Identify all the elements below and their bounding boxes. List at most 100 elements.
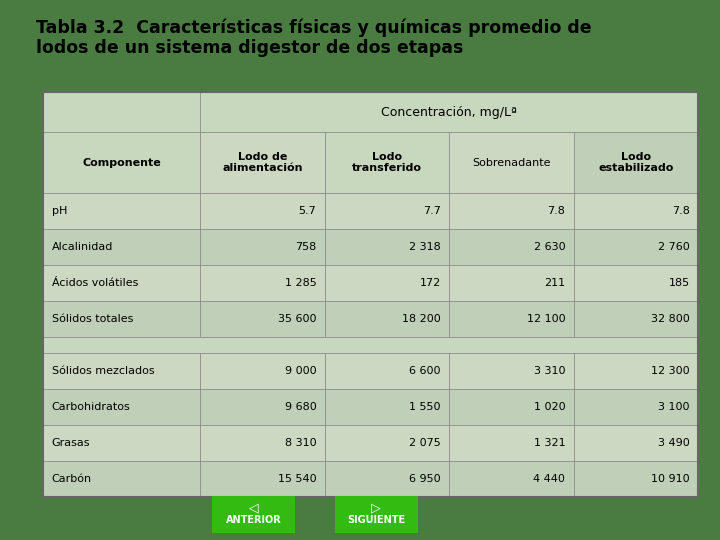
Text: Sólidos totales: Sólidos totales	[52, 314, 133, 324]
FancyBboxPatch shape	[574, 353, 698, 389]
Text: 1 020: 1 020	[534, 402, 565, 412]
FancyBboxPatch shape	[43, 265, 200, 301]
Text: Tabla 3.2  Características físicas y químicas promedio de: Tabla 3.2 Características físicas y quím…	[36, 19, 592, 37]
Text: 211: 211	[544, 278, 565, 288]
Text: ◁: ◁	[249, 502, 258, 515]
Text: 9 680: 9 680	[284, 402, 316, 412]
FancyBboxPatch shape	[200, 265, 325, 301]
FancyBboxPatch shape	[200, 301, 325, 337]
FancyBboxPatch shape	[574, 461, 698, 497]
FancyBboxPatch shape	[43, 229, 200, 265]
Text: 1 285: 1 285	[284, 278, 316, 288]
Text: 12 100: 12 100	[526, 314, 565, 324]
FancyBboxPatch shape	[43, 193, 200, 229]
Text: Lodo
transferido: Lodo transferido	[352, 152, 422, 173]
Text: Lodo
estabilizado: Lodo estabilizado	[598, 152, 674, 173]
FancyBboxPatch shape	[43, 132, 200, 193]
FancyBboxPatch shape	[43, 92, 698, 497]
Text: 172: 172	[420, 278, 441, 288]
Text: 1 550: 1 550	[409, 402, 441, 412]
Text: 2 318: 2 318	[409, 242, 441, 252]
Text: 2 075: 2 075	[409, 438, 441, 448]
Text: Componente: Componente	[83, 158, 161, 168]
Text: Carbohidratos: Carbohidratos	[52, 402, 130, 412]
FancyBboxPatch shape	[574, 425, 698, 461]
FancyBboxPatch shape	[574, 193, 698, 229]
FancyBboxPatch shape	[449, 389, 574, 425]
FancyBboxPatch shape	[325, 132, 449, 193]
FancyBboxPatch shape	[449, 193, 574, 229]
Text: 758: 758	[295, 242, 316, 252]
FancyBboxPatch shape	[325, 301, 449, 337]
Text: 1 321: 1 321	[534, 438, 565, 448]
Text: 185: 185	[669, 278, 690, 288]
Text: 12 300: 12 300	[651, 366, 690, 376]
Text: Sólidos mezclados: Sólidos mezclados	[52, 366, 155, 376]
FancyBboxPatch shape	[43, 461, 200, 497]
Text: pH: pH	[52, 206, 67, 216]
Text: 7.8: 7.8	[547, 206, 565, 216]
Text: 6 950: 6 950	[409, 474, 441, 484]
Text: Lodo de
alimentación: Lodo de alimentación	[222, 152, 303, 173]
FancyBboxPatch shape	[335, 496, 418, 533]
FancyBboxPatch shape	[325, 461, 449, 497]
Text: 4 440: 4 440	[534, 474, 565, 484]
Text: 9 000: 9 000	[284, 366, 316, 376]
FancyBboxPatch shape	[449, 132, 574, 193]
FancyBboxPatch shape	[43, 301, 200, 337]
Text: Ácidos volátiles: Ácidos volátiles	[52, 278, 138, 288]
Text: 7.7: 7.7	[423, 206, 441, 216]
Text: 2 760: 2 760	[658, 242, 690, 252]
FancyBboxPatch shape	[43, 92, 200, 132]
Text: SIGUIENTE: SIGUIENTE	[347, 515, 405, 525]
FancyBboxPatch shape	[449, 353, 574, 389]
FancyBboxPatch shape	[200, 425, 325, 461]
Text: 10 910: 10 910	[651, 474, 690, 484]
Text: Alcalinidad: Alcalinidad	[52, 242, 113, 252]
FancyBboxPatch shape	[212, 496, 295, 533]
Text: 3 310: 3 310	[534, 366, 565, 376]
Text: Carbón: Carbón	[52, 474, 92, 484]
FancyBboxPatch shape	[325, 389, 449, 425]
FancyBboxPatch shape	[574, 265, 698, 301]
Text: 35 600: 35 600	[278, 314, 316, 324]
Text: Sobrenadante: Sobrenadante	[472, 158, 551, 168]
Text: 7.8: 7.8	[672, 206, 690, 216]
Text: 2 630: 2 630	[534, 242, 565, 252]
Text: 32 800: 32 800	[651, 314, 690, 324]
FancyBboxPatch shape	[574, 229, 698, 265]
Text: Concentración, mg/Lª: Concentración, mg/Lª	[382, 105, 518, 119]
Text: 6 600: 6 600	[409, 366, 441, 376]
Text: lodos de un sistema digestor de dos etapas: lodos de un sistema digestor de dos etap…	[36, 39, 464, 57]
Text: 5.7: 5.7	[299, 206, 316, 216]
FancyBboxPatch shape	[449, 425, 574, 461]
FancyBboxPatch shape	[200, 389, 325, 425]
FancyBboxPatch shape	[43, 389, 200, 425]
FancyBboxPatch shape	[200, 353, 325, 389]
FancyBboxPatch shape	[449, 301, 574, 337]
FancyBboxPatch shape	[200, 193, 325, 229]
FancyBboxPatch shape	[449, 229, 574, 265]
Text: ▷: ▷	[372, 502, 381, 515]
Text: 18 200: 18 200	[402, 314, 441, 324]
Text: 3 100: 3 100	[658, 402, 690, 412]
FancyBboxPatch shape	[574, 301, 698, 337]
FancyBboxPatch shape	[325, 265, 449, 301]
FancyBboxPatch shape	[325, 193, 449, 229]
FancyBboxPatch shape	[43, 425, 200, 461]
FancyBboxPatch shape	[325, 229, 449, 265]
FancyBboxPatch shape	[325, 425, 449, 461]
FancyBboxPatch shape	[449, 461, 574, 497]
FancyBboxPatch shape	[574, 132, 698, 193]
FancyBboxPatch shape	[200, 461, 325, 497]
FancyBboxPatch shape	[200, 92, 698, 132]
FancyBboxPatch shape	[43, 353, 200, 389]
FancyBboxPatch shape	[43, 337, 698, 353]
Text: 8 310: 8 310	[284, 438, 316, 448]
FancyBboxPatch shape	[325, 353, 449, 389]
FancyBboxPatch shape	[200, 132, 325, 193]
Text: Grasas: Grasas	[52, 438, 90, 448]
Text: ANTERIOR: ANTERIOR	[226, 515, 282, 525]
FancyBboxPatch shape	[449, 265, 574, 301]
Text: 15 540: 15 540	[278, 474, 316, 484]
